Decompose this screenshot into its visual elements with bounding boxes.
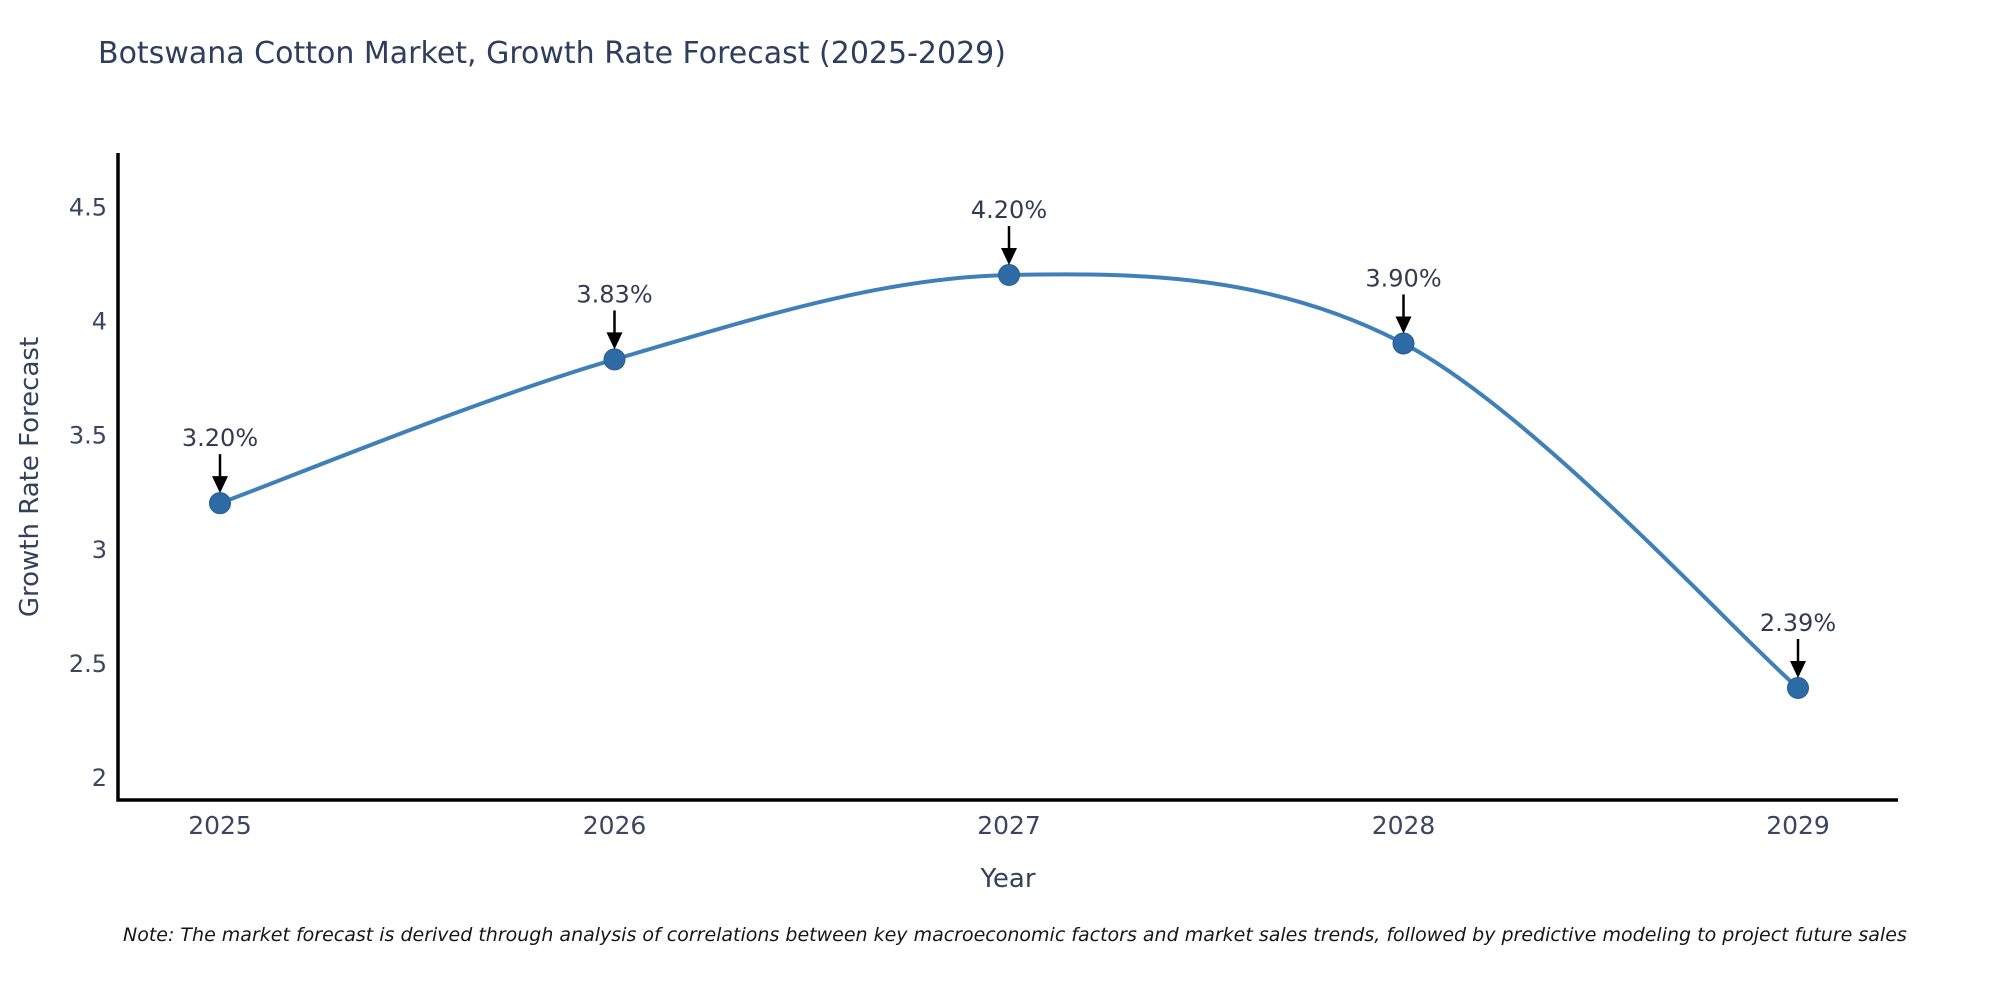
y-axis-tick-label: 3.5 xyxy=(69,422,107,450)
x-axis-tick-label: 2029 xyxy=(1766,811,1830,840)
annotation-arrowhead xyxy=(606,332,623,350)
data-point-marker xyxy=(209,492,231,515)
annotation-arrow-layer xyxy=(212,226,1806,678)
y-axis-tick-layer: 2 2.5 3 3.5 4 4.5 xyxy=(69,194,107,792)
annotation-arrowhead xyxy=(1790,660,1806,678)
forecast-line xyxy=(219,272,1800,690)
x-axis-tick-layer: 2025 2026 2027 2028 2029 xyxy=(188,811,1830,840)
x-axis-tick-label: 2027 xyxy=(977,811,1041,840)
data-point-marker xyxy=(1392,332,1415,355)
y-axis-tick-label: 3 xyxy=(92,536,107,564)
x-axis-tick-label: 2028 xyxy=(1372,811,1436,840)
y-axis-tick-label: 4.5 xyxy=(69,194,107,222)
data-point-layer xyxy=(209,264,1809,699)
data-point-marker xyxy=(998,264,1020,286)
annotation-label: 2.39% xyxy=(1760,609,1836,637)
y-axis-tick-label: 2 xyxy=(92,764,107,792)
x-axis-title: Year xyxy=(979,864,1035,894)
annotation-label: 3.83% xyxy=(576,280,652,308)
data-point-marker xyxy=(1787,676,1809,699)
axis-spines xyxy=(116,153,1898,802)
annotation-label: 3.90% xyxy=(1365,264,1441,292)
annotation-arrowhead xyxy=(1395,316,1412,334)
y-axis-title: Growth Rate Forecast xyxy=(15,337,45,617)
chart-title: Botswana Cotton Market, Growth Rate Fore… xyxy=(98,36,1006,71)
annotation-label: 3.20% xyxy=(182,424,258,452)
annotation-arrowhead xyxy=(1001,248,1017,265)
series-line-layer xyxy=(219,272,1800,690)
annotation-arrowhead xyxy=(212,476,228,494)
x-axis-tick-label: 2025 xyxy=(188,811,252,840)
footnote: Note: The market forecast is derived thr… xyxy=(123,924,1907,946)
x-axis-tick-label: 2026 xyxy=(583,811,647,840)
y-axis-tick-label: 2.5 xyxy=(69,650,107,678)
annotation-label-layer: 3.20% 3.83% 4.20% 3.90% 2.39% xyxy=(182,196,1836,637)
annotation-label: 4.20% xyxy=(971,196,1047,224)
y-axis-tick-label: 4 xyxy=(92,308,107,336)
data-point-marker xyxy=(603,348,626,371)
